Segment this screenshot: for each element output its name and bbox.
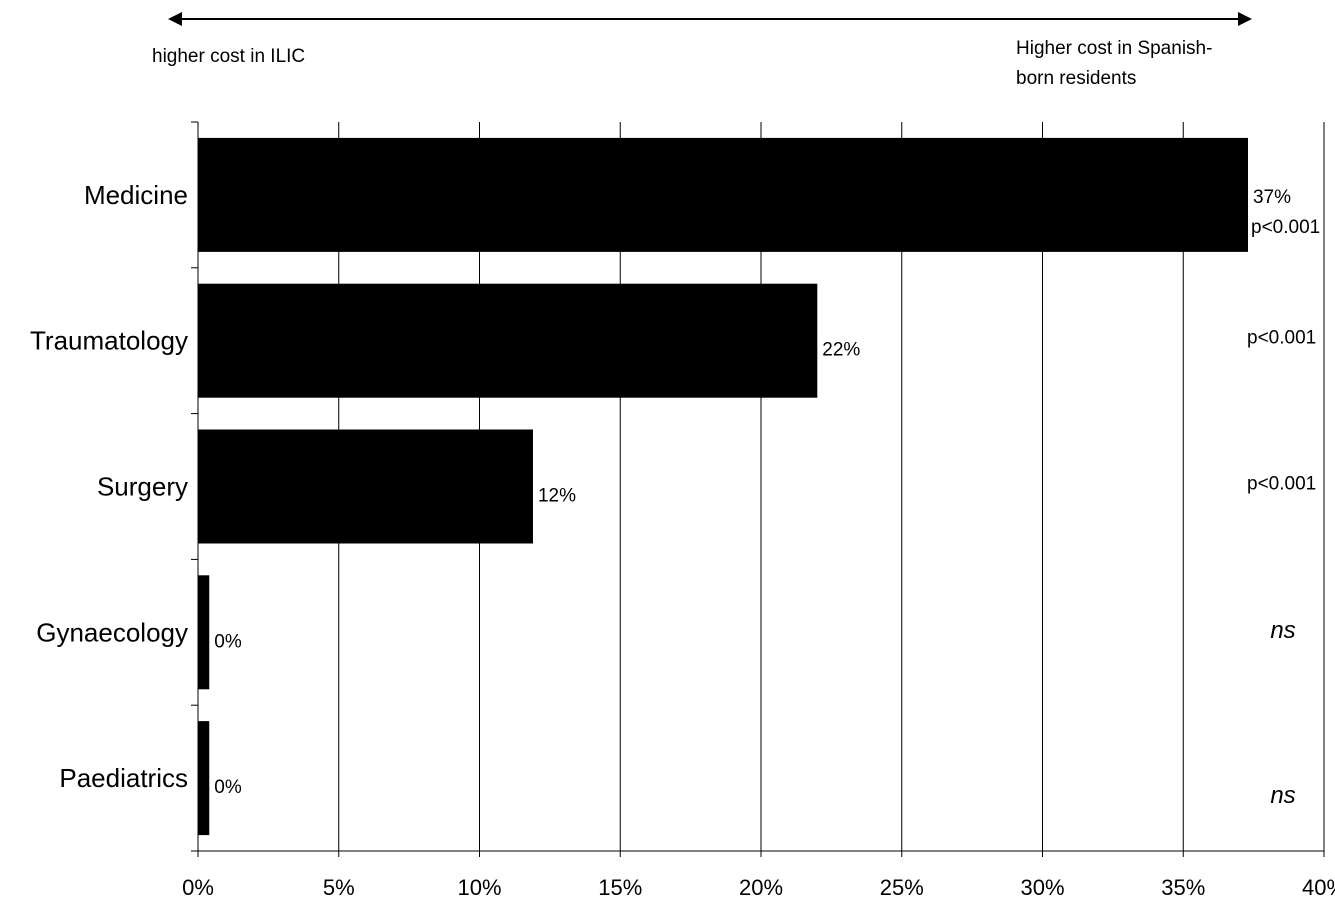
significance-label: p<0.001 bbox=[1247, 474, 1316, 495]
category-label: Paediatrics bbox=[59, 763, 188, 793]
bar bbox=[198, 430, 533, 544]
x-tick-label: 40% bbox=[1302, 875, 1335, 900]
value-label: 0% bbox=[214, 777, 242, 798]
significance-label: ns bbox=[1270, 617, 1295, 644]
x-tick-label: 25% bbox=[880, 875, 924, 900]
x-tick-label: 5% bbox=[323, 875, 355, 900]
value-label: 37% bbox=[1253, 187, 1291, 208]
x-tick-label: 20% bbox=[739, 875, 783, 900]
significance-label: p<0.001 bbox=[1247, 328, 1316, 349]
category-label: Surgery bbox=[97, 472, 188, 502]
direction-arrow bbox=[168, 12, 1252, 26]
category-label: Gynaecology bbox=[36, 617, 188, 647]
value-label: 0% bbox=[214, 631, 242, 652]
value-label: 22% bbox=[822, 340, 860, 361]
x-tick-label: 10% bbox=[457, 875, 501, 900]
x-tick-label: 30% bbox=[1020, 875, 1064, 900]
category-label: Medicine bbox=[84, 180, 188, 210]
bars bbox=[198, 138, 1248, 835]
bar bbox=[198, 138, 1248, 252]
bar bbox=[198, 575, 209, 689]
x-tick-label: 15% bbox=[598, 875, 642, 900]
bar bbox=[198, 721, 209, 835]
significance-label: p<0.001 bbox=[1251, 217, 1320, 238]
bar bbox=[198, 284, 817, 398]
significance-label: ns bbox=[1270, 782, 1295, 809]
x-tick-label: 35% bbox=[1161, 875, 1205, 900]
value-label: 12% bbox=[538, 486, 576, 507]
category-label: Traumatology bbox=[30, 326, 188, 356]
x-tick-label: 0% bbox=[182, 875, 214, 900]
